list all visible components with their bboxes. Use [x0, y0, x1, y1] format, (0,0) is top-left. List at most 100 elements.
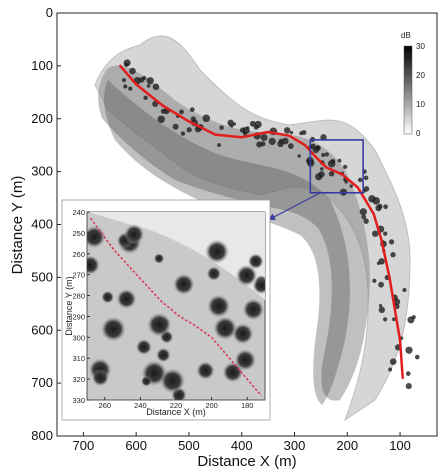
echo-dot: [388, 239, 395, 245]
echo-dot: [289, 131, 294, 135]
inset-y-tick-label: 250: [72, 229, 85, 238]
inset-y-tick-label: 300: [72, 333, 85, 342]
colorbar-tick-0: 0: [416, 129, 421, 138]
echo-dot: [405, 346, 413, 354]
y-tick-label: 300: [31, 164, 53, 179]
echo-dot: [372, 230, 379, 237]
y-axis-ticks: 0 100 200 300 400 500 600 700 800: [31, 5, 61, 443]
echo-dot: [123, 59, 131, 67]
inset-echo-blob: [140, 375, 152, 387]
inset-y-tick-label: 260: [72, 250, 85, 259]
echo-dot: [368, 195, 376, 203]
echo-dot: [260, 141, 266, 147]
echo-dot: [152, 100, 159, 108]
echo-dot: [160, 108, 166, 114]
echo-dot: [321, 153, 326, 157]
echo-dot: [405, 383, 412, 390]
x-tick-label: 700: [73, 438, 95, 453]
echo-dot: [219, 125, 224, 130]
y-tick-label: 200: [31, 111, 53, 126]
inset-echo-blob: [196, 361, 215, 380]
echo-dot: [376, 261, 381, 266]
inset-x-ticks: 260 240 220 200 180: [99, 397, 253, 410]
echo-dot: [344, 179, 348, 184]
y-tick-label: 0: [46, 5, 53, 20]
x-axis-label: Distance X (m): [197, 453, 296, 470]
echo-dot: [320, 134, 327, 141]
inset-echo-blob: [101, 290, 115, 304]
colorbar-tick-10: 10: [416, 100, 425, 109]
echo-dot: [372, 278, 377, 283]
y-tick-label: 400: [31, 217, 53, 232]
echo-dot: [411, 315, 416, 320]
inset-x-tick-label: 200: [205, 401, 218, 410]
inset-echo-blob: [173, 273, 195, 296]
colorbar-gradient: [403, 45, 413, 135]
inset-y-tick-label: 280: [72, 292, 85, 301]
y-tick-label: 500: [31, 269, 53, 284]
echo-dot: [414, 354, 420, 360]
x-tick-label: 400: [231, 438, 253, 453]
echo-dot: [359, 208, 367, 216]
echo-dot: [327, 159, 336, 168]
echo-dot: [337, 158, 342, 163]
inset-y-tick-label: 240: [72, 208, 85, 217]
inset-echo-blob: [160, 368, 186, 394]
inset-echo-blob: [153, 253, 165, 264]
echo-dot: [281, 137, 289, 145]
scan-swath-inner: [98, 65, 370, 401]
echo-dot: [405, 371, 411, 376]
echo-dot: [143, 95, 148, 101]
echo-dot: [328, 171, 335, 177]
echo-dot: [129, 67, 136, 75]
inset-x-tick-label: 260: [99, 401, 112, 410]
y-tick-label: 700: [31, 375, 53, 390]
x-tick-label: 100: [389, 438, 411, 453]
echo-dot: [390, 252, 396, 258]
inset-y-label: Distance Y (m): [64, 276, 74, 335]
x-tick-label: 500: [178, 438, 200, 453]
inset-echo-blob: [232, 323, 254, 345]
echo-dot: [388, 367, 393, 372]
echo-dot: [229, 124, 234, 128]
echo-dot: [383, 317, 388, 322]
echo-dot: [349, 184, 353, 188]
echo-dot: [383, 204, 388, 210]
colorbar-unit: dB: [401, 31, 411, 40]
x-tick-label: 200: [336, 438, 358, 453]
echo-dot: [121, 78, 127, 83]
echo-dot: [157, 115, 165, 124]
echo-dot: [312, 146, 319, 154]
echo-dot: [123, 84, 128, 89]
echo-dot: [363, 218, 369, 224]
inset-y-tick-label: 330: [72, 396, 85, 405]
inset-echo-blob: [91, 368, 110, 387]
echo-dot: [392, 317, 396, 322]
inset-y-tick-label: 270: [72, 271, 85, 280]
echo-dot: [146, 77, 154, 85]
echo-dot: [378, 303, 383, 308]
colorbar-tick-30: 30: [416, 42, 425, 51]
inset-echo-blob: [205, 239, 230, 264]
x-tick-label: 600: [125, 438, 147, 453]
echo-dot: [283, 127, 291, 134]
echo-dot: [402, 287, 407, 293]
colorbar: dB 30 20 10 0: [401, 31, 425, 138]
inset-echo-blob: [234, 349, 257, 371]
inset-echo-blob: [124, 224, 145, 245]
echo-dot: [343, 164, 348, 169]
inset-y-tick-label: 310: [72, 354, 85, 363]
echo-dot: [297, 154, 301, 158]
echo-dot: [254, 120, 262, 129]
echo-dot: [146, 84, 151, 88]
inset-echo-blob: [242, 298, 265, 321]
inset-y-tick-label: 290: [72, 312, 85, 321]
y-tick-label: 800: [31, 428, 53, 443]
inset-y-tick-label: 320: [72, 375, 85, 384]
y-tick-label: 100: [31, 58, 53, 73]
inset-echo-blob: [100, 316, 126, 342]
inset-bank-shade: [87, 212, 265, 300]
echo-dot: [357, 177, 363, 183]
echo-dot: [268, 137, 276, 146]
